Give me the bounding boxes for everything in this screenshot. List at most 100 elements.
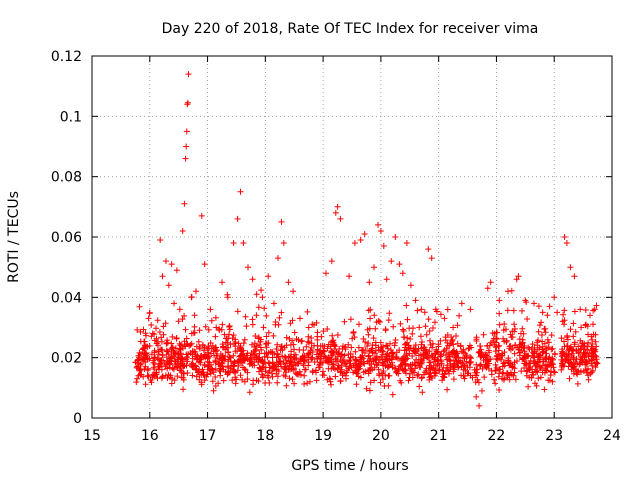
data-point	[140, 345, 147, 352]
data-point	[445, 356, 452, 362]
data-point	[407, 370, 413, 377]
data-point	[574, 380, 581, 387]
data-point	[261, 305, 268, 312]
data-point	[371, 264, 377, 271]
data-point	[265, 360, 272, 366]
data-point	[536, 322, 543, 329]
data-point	[207, 370, 214, 377]
data-point	[159, 273, 166, 280]
data-point	[416, 383, 423, 390]
data-point	[169, 344, 176, 351]
data-point	[462, 362, 468, 369]
data-point	[371, 312, 378, 319]
data-point	[396, 261, 403, 268]
data-point	[542, 347, 549, 353]
data-point	[585, 331, 591, 338]
data-point	[385, 317, 392, 324]
data-point	[205, 349, 212, 356]
data-point	[565, 350, 572, 357]
data-point	[259, 294, 266, 301]
data-point	[420, 344, 427, 351]
data-point	[133, 364, 140, 371]
data-point	[367, 306, 374, 313]
data-point	[486, 360, 492, 367]
data-point	[482, 363, 489, 370]
data-point	[452, 354, 459, 360]
data-point	[177, 342, 184, 349]
data-point	[193, 373, 200, 380]
data-point	[253, 377, 260, 384]
data-point	[184, 99, 191, 106]
y-tick-label: 0.04	[51, 290, 82, 306]
data-point	[282, 355, 289, 361]
data-point	[346, 273, 353, 280]
data-point	[380, 362, 386, 369]
data-point	[450, 376, 457, 383]
data-point	[493, 336, 500, 342]
data-point	[265, 329, 272, 336]
data-point	[199, 341, 206, 348]
data-point	[141, 338, 148, 345]
data-point	[283, 366, 289, 373]
data-point	[574, 371, 581, 378]
data-point	[563, 240, 570, 246]
data-point	[441, 370, 448, 377]
data-point	[441, 315, 448, 322]
data-point	[175, 318, 182, 325]
data-point	[560, 311, 567, 318]
data-point	[419, 389, 426, 396]
data-point	[208, 365, 215, 372]
data-point	[455, 364, 462, 371]
data-point	[341, 352, 348, 359]
x-axis-label: GPS time / hours	[291, 458, 408, 474]
data-point	[402, 340, 409, 347]
data-point	[202, 323, 209, 330]
y-tick-label: 0.02	[51, 351, 82, 367]
data-point	[262, 368, 269, 375]
data-point	[142, 351, 149, 358]
data-point	[181, 312, 188, 319]
data-point	[397, 320, 404, 327]
data-point	[263, 340, 270, 347]
data-point	[180, 376, 187, 383]
data-point	[558, 366, 565, 373]
data-point	[475, 379, 482, 386]
data-point	[436, 368, 442, 374]
data-point	[262, 341, 269, 347]
data-point	[334, 332, 341, 338]
data-point	[201, 261, 208, 268]
data-point	[484, 285, 491, 292]
data-point	[275, 321, 282, 328]
data-point	[367, 315, 374, 322]
data-point	[171, 377, 178, 384]
x-tick-label: 18	[256, 428, 274, 444]
data-point	[188, 361, 195, 368]
data-point	[563, 334, 570, 341]
y-tick-label: 0.12	[51, 49, 82, 65]
data-point	[386, 372, 393, 379]
data-point	[571, 363, 578, 370]
data-point	[332, 373, 339, 380]
data-point	[451, 347, 458, 354]
data-point	[200, 347, 207, 354]
data-point	[189, 372, 196, 379]
data-point	[507, 362, 514, 369]
data-point	[341, 318, 348, 325]
data-point	[260, 324, 267, 331]
data-point	[375, 221, 381, 228]
data-point	[394, 355, 401, 362]
data-point	[313, 367, 319, 374]
data-point	[511, 321, 518, 328]
data-point	[539, 309, 546, 316]
data-point	[583, 321, 589, 328]
data-point	[266, 379, 273, 386]
data-point	[366, 279, 373, 286]
data-point	[466, 364, 473, 371]
data-point	[308, 335, 315, 341]
data-point	[371, 364, 378, 371]
data-point	[457, 357, 464, 364]
data-point	[167, 355, 174, 362]
data-point	[287, 359, 294, 365]
data-point	[253, 291, 260, 298]
data-point	[511, 359, 518, 366]
